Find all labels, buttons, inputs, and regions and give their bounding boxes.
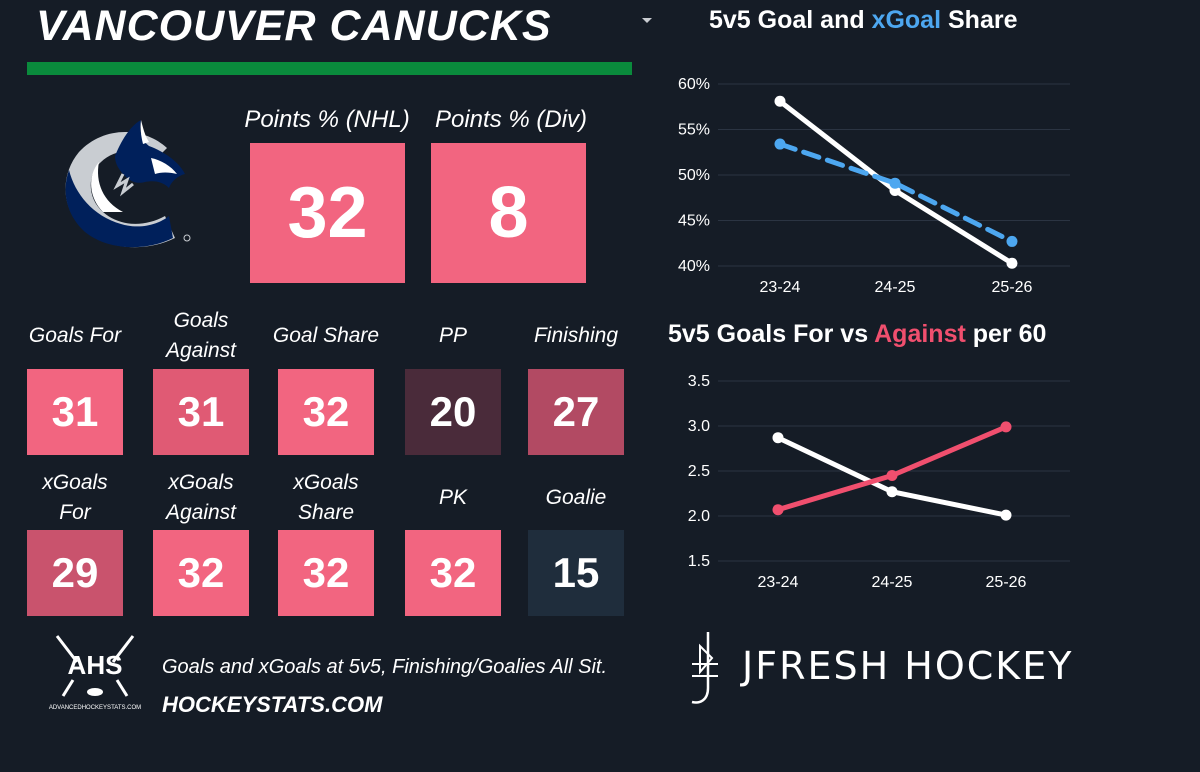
- data-point: [772, 504, 784, 516]
- svg-text:AHS: AHS: [68, 650, 123, 680]
- svg-text:ADVANCEDHOCKEYSTATS.COM: ADVANCEDHOCKEYSTATS.COM: [49, 705, 141, 711]
- y-tick-label: 2.5: [688, 463, 710, 480]
- stat-card: 20: [405, 369, 501, 455]
- stat-label: Goal Share: [261, 321, 391, 351]
- data-point: [774, 138, 786, 150]
- x-tick-label: 23-24: [758, 574, 799, 591]
- y-tick-label: 2.0: [688, 508, 710, 525]
- chart-title-part: 5v5 Goal and: [709, 6, 872, 34]
- chart-title-part: per 60: [965, 320, 1047, 348]
- stat-label: PP: [388, 321, 518, 351]
- x-tick-label: 25-26: [992, 279, 1033, 296]
- footer-note: Goals and xGoals at 5v5, Finishing/Goali…: [162, 656, 608, 678]
- goals-per-60-chart-title: 5v5 Goals For vs Against per 60: [668, 320, 1046, 349]
- series-line: [777, 141, 1015, 244]
- stat-label: Finishing: [511, 321, 641, 351]
- stat-card: 15: [528, 530, 624, 616]
- points-pct-div-card: 8: [431, 143, 586, 283]
- stat-label: xGoals Against: [136, 468, 266, 528]
- data-point: [1000, 421, 1012, 433]
- x-tick-label: 24-25: [872, 574, 913, 591]
- stat-label-line: Against: [165, 501, 237, 524]
- team-name: VANCOUVER CANUCKS: [36, 2, 552, 50]
- stat-label-line: PK: [438, 486, 467, 509]
- stat-card: 27: [528, 369, 624, 455]
- stat-label: Goalie: [511, 483, 641, 513]
- y-tick-label: 60%: [678, 76, 710, 93]
- stat-card: 32: [278, 530, 374, 616]
- y-tick-label: 1.5: [688, 553, 710, 570]
- stat-label-line: Goals: [173, 309, 229, 332]
- chart-title-part: xGoal: [871, 6, 942, 34]
- goal-share-chart-title: 5v5 Goal and xGoal Share: [709, 6, 1017, 35]
- y-tick-label: 45%: [678, 213, 710, 230]
- stat-label-line: Against: [165, 339, 237, 362]
- y-tick-label: 3.0: [688, 418, 710, 435]
- chart-title-part: 5v5 Goals For vs: [668, 320, 875, 348]
- jfresh-logo-mark: [691, 632, 718, 704]
- stat-label: Goals Against: [136, 306, 266, 366]
- stat-card: 32: [153, 530, 249, 616]
- stat-label-line: For: [59, 501, 91, 524]
- jfresh-brand-text: JFRESH HOCKEY: [742, 644, 1074, 688]
- stat-label-line: Goalie: [545, 486, 607, 509]
- stat-label: Goals For: [10, 321, 140, 351]
- title-underline: [27, 62, 632, 75]
- stat-label-line: PP: [438, 324, 467, 347]
- stat-card: 32: [405, 530, 501, 616]
- data-point: [886, 470, 898, 481]
- chart-title-part: Share: [941, 6, 1018, 34]
- stat-label-line: Share: [297, 501, 355, 524]
- data-point: [889, 177, 901, 189]
- goal-share-chart: 40% 45% 50% 55% 60% 23-24 24-25 25-26: [678, 76, 1070, 296]
- stat-card: 31: [27, 369, 123, 455]
- stat-card: 29: [27, 530, 123, 616]
- stat-label-line: xGoals: [42, 471, 108, 494]
- y-tick-label: 40%: [678, 258, 710, 275]
- ahs-logo: AHS ADVANCEDHOCKEYSTATS.COM: [49, 635, 141, 711]
- y-tick-label: 50%: [678, 167, 710, 184]
- team-logo: [65, 120, 191, 248]
- stat-label-line: Goals For: [28, 324, 122, 347]
- stat-label-line: Goal Share: [272, 324, 380, 347]
- chart-title-part: Against: [874, 320, 966, 348]
- footer-site-link[interactable]: HOCKEYSTATS.COM: [162, 692, 383, 717]
- x-tick-label: 23-24: [760, 279, 801, 296]
- stat-label: PK: [388, 483, 518, 513]
- data-point: [1000, 509, 1012, 521]
- stat-label: xGoals Share: [261, 468, 391, 528]
- stat-label: xGoals For: [10, 468, 140, 528]
- y-tick-label: 55%: [678, 122, 710, 139]
- stat-label-line: xGoals: [293, 471, 359, 494]
- data-point: [1006, 235, 1018, 247]
- data-point: [1006, 257, 1018, 269]
- x-tick-label: 24-25: [875, 279, 916, 296]
- data-point: [886, 486, 898, 498]
- stat-card: 31: [153, 369, 249, 455]
- data-point: [774, 95, 786, 107]
- x-tick-label: 25-26: [986, 574, 1027, 591]
- points-pct-nhl-card: 32: [250, 143, 405, 283]
- chevron-down-icon[interactable]: [642, 18, 652, 23]
- points-pct-nhl-label: Points % (NHL): [244, 106, 410, 133]
- stat-label-line: xGoals: [168, 471, 234, 494]
- y-tick-label: 3.5: [688, 373, 710, 390]
- series-line: [775, 424, 1009, 513]
- goals-per-60-chart: 1.5 2.0 2.5 3.0 3.5 23-24 24-25 25-26: [688, 373, 1070, 591]
- stat-label-line: Finishing: [533, 324, 619, 347]
- data-point: [772, 432, 784, 444]
- points-pct-div-label: Points % (Div): [434, 106, 588, 133]
- stat-card: 32: [278, 369, 374, 455]
